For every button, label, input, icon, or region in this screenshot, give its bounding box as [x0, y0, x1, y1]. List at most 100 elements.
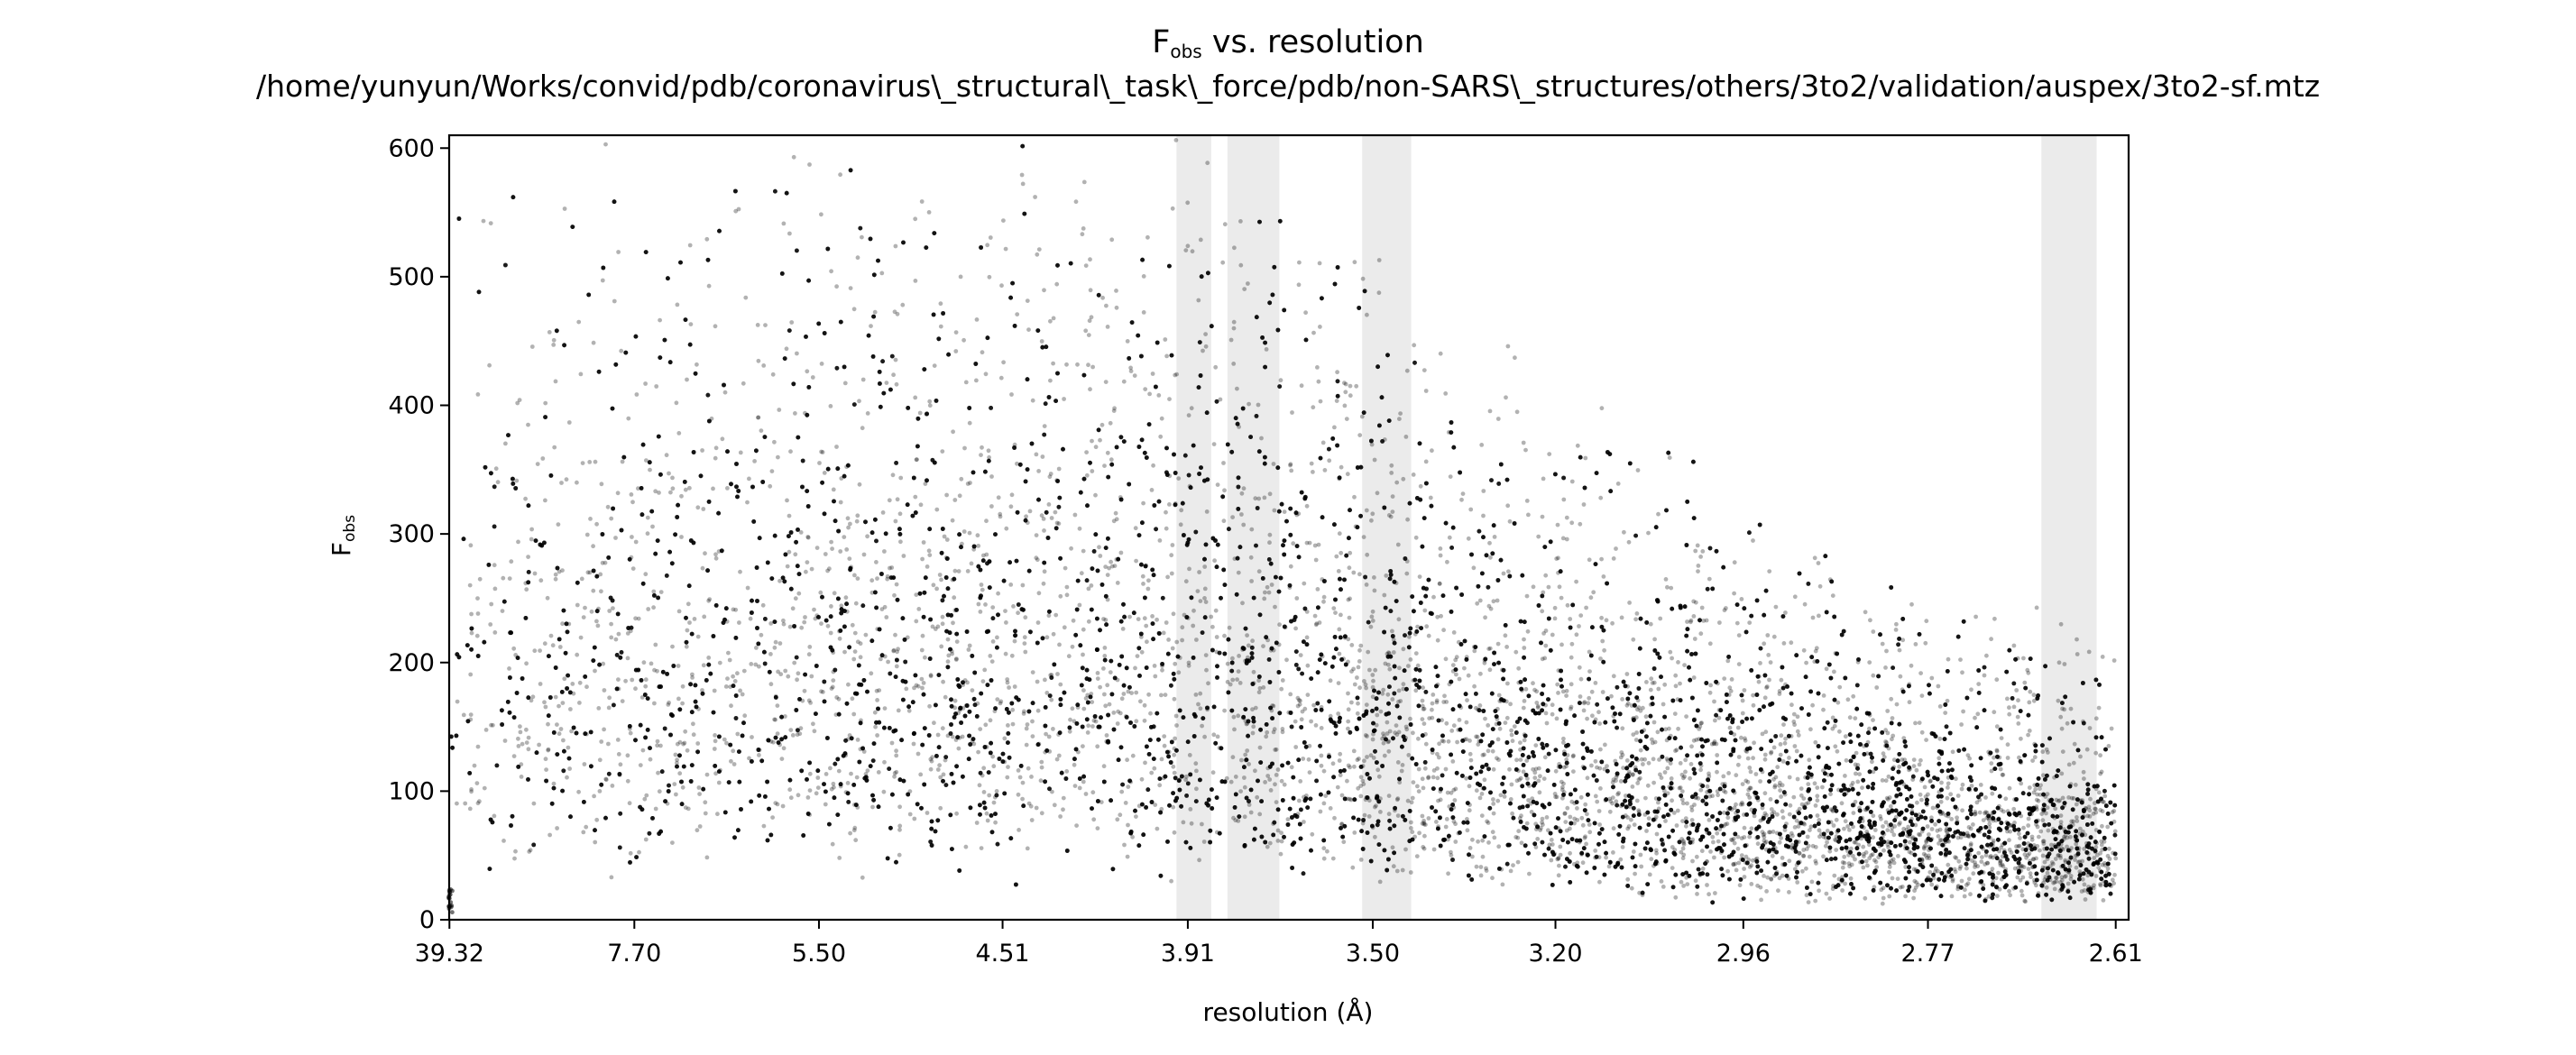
- scatter-point: [1081, 779, 1086, 784]
- scatter-point: [1288, 692, 1293, 697]
- scatter-point: [1022, 635, 1027, 640]
- scatter-point: [2005, 756, 2010, 760]
- scatter-point: [1747, 865, 1753, 869]
- scatter-point: [1635, 781, 1641, 785]
- scatter-point: [1949, 817, 1955, 821]
- scatter-point: [1615, 482, 1621, 486]
- scatter-point: [1685, 619, 1689, 624]
- scatter-point: [1913, 867, 1918, 872]
- scatter-point: [1035, 708, 1041, 713]
- scatter-point: [1495, 737, 1501, 742]
- scatter-point: [1558, 844, 1563, 849]
- scatter-point: [1186, 413, 1191, 417]
- scatter-point: [1891, 733, 1896, 738]
- scatter-point: [861, 552, 867, 557]
- scatter-point: [1496, 844, 1502, 849]
- scatter-point: [482, 785, 487, 791]
- scatter-point: [1423, 822, 1428, 827]
- scatter-point: [706, 598, 712, 603]
- scatter-point: [1887, 869, 1891, 875]
- scatter-point: [1391, 638, 1396, 642]
- scatter-point: [1171, 764, 1176, 769]
- scatter-point: [2074, 865, 2079, 870]
- scatter-point: [1309, 461, 1314, 466]
- scatter-point: [1001, 360, 1006, 365]
- scatter-point: [1133, 526, 1138, 531]
- scatter-point: [1745, 779, 1751, 784]
- scatter-point: [1202, 734, 1207, 739]
- scatter-point: [1155, 617, 1159, 622]
- scatter-point: [1160, 667, 1164, 673]
- scatter-point: [559, 481, 564, 485]
- scatter-point: [1420, 717, 1425, 721]
- scatter-point: [528, 848, 533, 853]
- scatter-point: [2019, 736, 2023, 741]
- scatter-point: [1196, 702, 1201, 707]
- scatter-point: [1946, 781, 1951, 786]
- scatter-point: [1650, 681, 1655, 685]
- scatter-point: [1301, 757, 1306, 761]
- scatter-point: [1098, 684, 1102, 690]
- scatter-point: [1734, 867, 1739, 873]
- scatter-point: [1376, 258, 1382, 262]
- scatter-point: [1908, 839, 1912, 845]
- scatter-point: [1312, 613, 1318, 619]
- scatter-point: [680, 701, 685, 706]
- scatter-point: [988, 654, 993, 658]
- scatter-point: [630, 677, 635, 683]
- scatter-point: [526, 735, 531, 740]
- scatter-point: [831, 487, 836, 492]
- scatter-point: [1514, 409, 1520, 415]
- scatter-point: [1973, 812, 1977, 817]
- scatter-point: [1475, 734, 1480, 739]
- scatter-point: [1076, 749, 1081, 755]
- scatter-point: [1510, 738, 1515, 744]
- scatter-point: [1486, 840, 1491, 845]
- scatter-point: [1561, 781, 1566, 786]
- scatter-point: [1911, 895, 1917, 901]
- scatter-point: [1370, 609, 1375, 614]
- scatter-point: [2022, 852, 2028, 858]
- scatter-point: [1575, 806, 1579, 811]
- scatter-point: [1713, 891, 1717, 895]
- scatter-point: [1286, 710, 1292, 715]
- scatter-point: [1817, 888, 1821, 894]
- scatter-point: [2092, 883, 2096, 888]
- scatter-point: [1911, 764, 1917, 768]
- scatter-point: [958, 274, 963, 280]
- scatter-point: [1764, 684, 1770, 689]
- scatter-point: [2040, 749, 2046, 755]
- scatter-point: [1667, 455, 1672, 460]
- scatter-point: [1646, 816, 1651, 821]
- scatter-point: [1863, 610, 1868, 615]
- scatter-point: [1079, 571, 1084, 576]
- scatter-point: [1241, 486, 1247, 491]
- scatter-point: [1185, 200, 1191, 206]
- scatter-point: [1661, 885, 1666, 889]
- scatter-point: [1358, 775, 1364, 780]
- scatter-point: [1171, 611, 1176, 617]
- scatter-point: [1889, 809, 1894, 814]
- scatter-point: [741, 668, 747, 674]
- scatter-point: [1172, 830, 1177, 835]
- scatter-point: [1335, 784, 1340, 790]
- scatter-point: [960, 734, 965, 739]
- scatter-point: [1370, 673, 1375, 677]
- scatter-point: [1408, 716, 1412, 721]
- scatter-points: [446, 138, 2119, 915]
- scatter-point: [1246, 643, 1251, 648]
- scatter-point: [1762, 641, 1767, 647]
- scatter-point: [575, 602, 580, 608]
- scatter-point: [940, 449, 945, 454]
- scatter-point: [1710, 834, 1716, 839]
- scatter-point: [583, 605, 587, 610]
- scatter-point: [1495, 598, 1500, 603]
- scatter-point: [881, 789, 887, 794]
- scatter-point: [1408, 870, 1413, 875]
- scatter-point: [1431, 594, 1436, 600]
- scatter-point: [1999, 736, 2004, 740]
- scatter-point: [1937, 736, 1943, 741]
- scatter-point: [1197, 570, 1201, 574]
- scatter-point: [777, 641, 783, 646]
- scatter-point: [915, 457, 919, 462]
